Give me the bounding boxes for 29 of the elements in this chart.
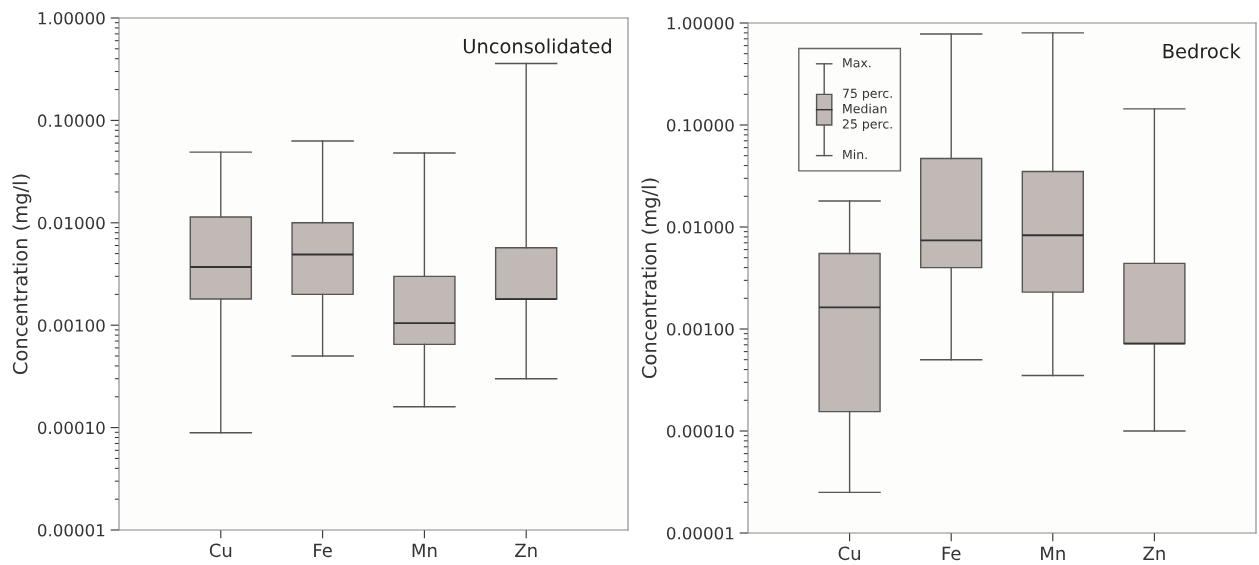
x-tick-label: Cu xyxy=(209,543,232,558)
annotation: 75 perc. xyxy=(843,88,892,101)
text: Unconsolidated xyxy=(463,38,611,54)
y-tick-label: 0.01000 xyxy=(37,216,105,230)
y-tick-label: 0.00010 xyxy=(37,421,105,435)
y-tick-label: 1.00000 xyxy=(38,11,105,25)
y-tick-label: 0.00100 xyxy=(666,322,734,336)
y-tick-label: 0.00001 xyxy=(666,526,734,540)
x-tick-label: Zn xyxy=(515,543,537,557)
y-axis-title: Concentration (mg/l) xyxy=(12,174,32,374)
x-tick-label: Fe xyxy=(942,546,961,561)
y-tick-label: 0.00100 xyxy=(37,319,105,332)
x-tick-label: Fe xyxy=(314,543,332,558)
y-axis-title: Concentration (mg/l) xyxy=(641,178,661,378)
x-tick-label: Cu xyxy=(838,546,860,561)
x-tick-label: Mn xyxy=(412,543,437,557)
x-tick-label: Zn xyxy=(1143,546,1165,560)
y-tick-label: 0.00010 xyxy=(666,424,734,438)
annotation: 25 perc. xyxy=(842,119,892,132)
text: Bedrock xyxy=(1163,43,1241,59)
annotation: Min. xyxy=(843,149,867,160)
y-tick-label: 0.01000 xyxy=(666,220,734,234)
y-tick-label: 0.10000 xyxy=(37,114,105,127)
x-tick-label: Mn xyxy=(1041,546,1065,560)
y-tick-label: 0.10000 xyxy=(666,118,734,132)
annotation: Median xyxy=(843,103,887,114)
y-tick-label: 0.00001 xyxy=(37,523,105,537)
annotation: Max. xyxy=(843,58,871,68)
y-tick-label: 1.00000 xyxy=(667,16,734,30)
